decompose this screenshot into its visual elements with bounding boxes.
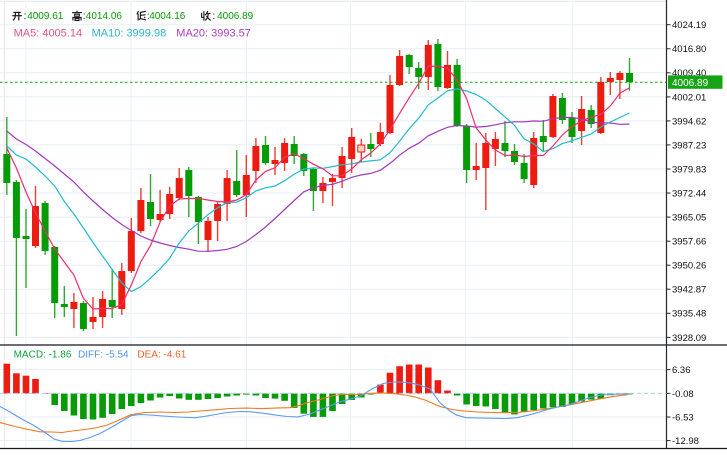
svg-text:3950.26: 3950.26 bbox=[672, 261, 706, 272]
svg-text:3965.05: 3965.05 bbox=[672, 213, 706, 224]
svg-text:3987.23: 3987.23 bbox=[672, 140, 706, 151]
svg-text:4002.01: 4002.01 bbox=[672, 92, 706, 103]
svg-text:4009.40: 4009.40 bbox=[672, 68, 706, 79]
svg-text:3928.09: 3928.09 bbox=[672, 333, 706, 344]
svg-text:4016.80: 4016.80 bbox=[672, 44, 706, 55]
svg-text:-0.08: -0.08 bbox=[672, 389, 694, 400]
svg-text:3972.44: 3972.44 bbox=[672, 188, 706, 199]
svg-text::: : bbox=[147, 11, 150, 22]
svg-text:4009.61: 4009.61 bbox=[27, 11, 64, 22]
svg-text:3935.48: 3935.48 bbox=[672, 309, 706, 320]
svg-text:4006.89: 4006.89 bbox=[217, 11, 254, 22]
svg-text:4024.19: 4024.19 bbox=[672, 20, 706, 31]
svg-text:4006.89: 4006.89 bbox=[672, 78, 709, 89]
svg-text:DIFF: -5.54: DIFF: -5.54 bbox=[78, 350, 129, 361]
svg-text:MA10: 3999.98: MA10: 3999.98 bbox=[92, 27, 167, 39]
svg-text:MACD: -1.86: MACD: -1.86 bbox=[14, 350, 72, 361]
svg-text::: : bbox=[212, 11, 215, 22]
svg-text:MA20: 3993.57: MA20: 3993.57 bbox=[176, 27, 251, 39]
svg-text:3942.87: 3942.87 bbox=[672, 285, 706, 296]
svg-text:4014.06: 4014.06 bbox=[86, 11, 123, 22]
svg-text:6.36: 6.36 bbox=[672, 365, 691, 376]
svg-text:3979.83: 3979.83 bbox=[672, 164, 706, 175]
svg-text:3994.62: 3994.62 bbox=[672, 116, 706, 127]
svg-text::: : bbox=[24, 11, 27, 22]
svg-text:DEA: -4.61: DEA: -4.61 bbox=[137, 350, 186, 361]
svg-text::: : bbox=[83, 11, 86, 22]
svg-text:3957.66: 3957.66 bbox=[672, 237, 706, 248]
svg-text:-12.98: -12.98 bbox=[672, 436, 699, 447]
svg-text:MA5: 4005.14: MA5: 4005.14 bbox=[14, 27, 83, 39]
svg-text:4004.16: 4004.16 bbox=[149, 11, 186, 22]
svg-text:-6.53: -6.53 bbox=[672, 412, 694, 423]
